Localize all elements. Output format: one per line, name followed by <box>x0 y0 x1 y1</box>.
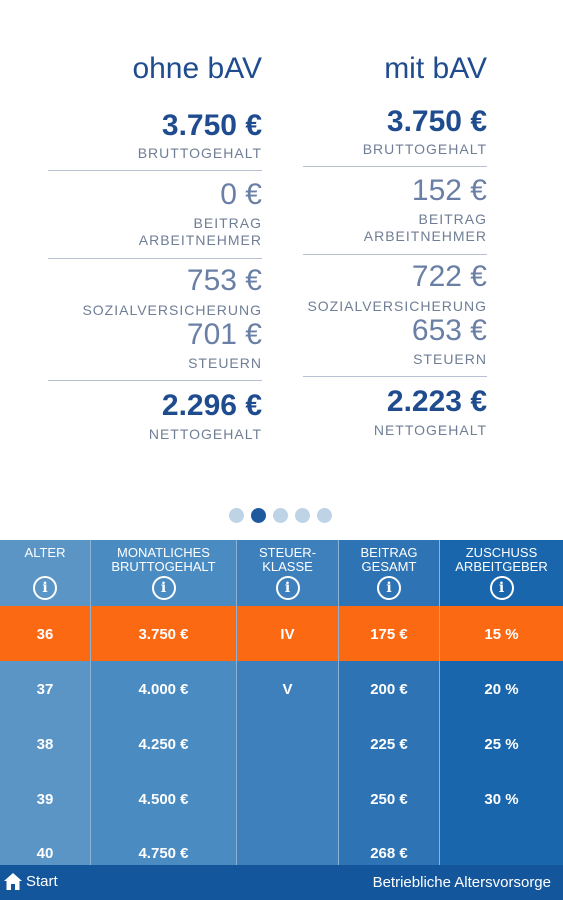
column-divider <box>90 540 91 865</box>
salary-cell[interactable]: 4.250 € <box>138 736 189 753</box>
social-insurance-label: SOZIALVERSICHERUNG <box>82 302 262 318</box>
page-dot-1[interactable] <box>229 508 244 523</box>
header-gross-salary: MONATLICHES BRUTTOGEHALT i <box>91 540 236 606</box>
header-label: STEUER- KLASSE <box>258 545 317 574</box>
contribution-cell[interactable]: 175 € <box>370 626 408 643</box>
gross-salary-label: BRUTTOGEHALT <box>137 145 262 161</box>
employee-contribution-label-1: BEITRAG <box>418 211 487 227</box>
header-label: ZUSCHUSS ARBEITGEBER <box>455 545 548 574</box>
tax-class-cell[interactable]: IV <box>280 626 295 643</box>
employee-contribution-label-2: ARBEITNEHMER <box>363 228 487 244</box>
subsidy-cell[interactable]: 30 % <box>484 791 519 808</box>
page-dot-3[interactable] <box>273 508 288 523</box>
divider <box>303 166 487 167</box>
bottom-bar: Start Betriebliche Altersvorsorge <box>0 865 563 900</box>
social-insurance-value: 753 € <box>186 264 262 297</box>
column-divider <box>439 540 440 865</box>
selection-table: ALTER i MONATLICHES BRUTTOGEHALT i STEUE… <box>0 540 563 865</box>
salary-cell[interactable]: 4.500 € <box>138 791 189 808</box>
column-divider <box>338 540 339 865</box>
divider <box>303 376 487 377</box>
net-salary-label: NETTOGEHALT <box>373 422 487 438</box>
divider <box>48 170 262 171</box>
comparison-carousel[interactable]: ohne bAV 3.750 € BRUTTOGEHALT 0 € BEITRA… <box>0 0 563 535</box>
page-indicator <box>229 508 332 524</box>
social-insurance-value: 722 € <box>411 260 487 293</box>
employee-contribution-value: 152 € <box>411 174 487 207</box>
social-insurance-label: SOZIALVERSICHERUNG <box>307 298 487 314</box>
employee-contribution-label-2: ARBEITNEHMER <box>138 232 262 248</box>
header-tax-class: STEUER- KLASSE i <box>237 540 338 606</box>
column-total-contribution[interactable]: BEITRAG GESAMT i <box>339 540 439 865</box>
info-icon[interactable]: i <box>275 576 300 600</box>
info-icon[interactable]: i <box>151 576 176 600</box>
subsidy-cell[interactable]: 15 % <box>484 626 519 643</box>
header-label: MONATLICHES BRUTTOGEHALT <box>111 545 216 574</box>
start-button[interactable]: Start <box>4 873 58 890</box>
info-icon[interactable]: i <box>33 576 57 600</box>
taxes-value: 653 € <box>411 314 487 347</box>
page-dot-2[interactable] <box>251 508 266 523</box>
subsidy-cell[interactable]: 20 % <box>484 681 519 698</box>
contribution-cell[interactable]: 225 € <box>370 736 408 753</box>
age-cell[interactable]: 40 <box>36 845 54 862</box>
header-total-contribution: BEITRAG GESAMT i <box>339 540 439 606</box>
employee-contribution-value: 0 € <box>220 178 262 211</box>
header-age: ALTER i <box>0 540 90 606</box>
header-employer-subsidy: ZUSCHUSS ARBEITGEBER i <box>440 540 563 606</box>
column-title: mit bAV <box>384 52 487 85</box>
taxes-value: 701 € <box>186 318 262 351</box>
page-dot-5[interactable] <box>317 508 332 523</box>
divider <box>48 380 262 381</box>
start-label: Start <box>26 873 58 890</box>
gross-salary-value: 3.750 € <box>386 105 487 138</box>
home-icon <box>4 873 22 890</box>
column-title: ohne bAV <box>132 52 262 85</box>
contribution-cell[interactable]: 200 € <box>370 681 408 698</box>
net-salary-value: 2.296 € <box>161 389 262 422</box>
age-cell[interactable]: 36 <box>36 626 54 643</box>
salary-cell[interactable]: 4.750 € <box>138 845 189 862</box>
app-title: Betriebliche Altersvorsorge <box>372 874 551 891</box>
age-cell[interactable]: 38 <box>36 736 54 753</box>
gross-salary-label: BRUTTOGEHALT <box>362 141 487 157</box>
column-employer-subsidy[interactable]: ZUSCHUSS ARBEITGEBER i <box>440 540 563 865</box>
column-divider <box>236 540 237 865</box>
selected-row-highlight <box>0 606 563 661</box>
employee-contribution-label-1: BEITRAG <box>193 215 262 231</box>
net-salary-label: NETTOGEHALT <box>148 426 262 442</box>
page-dot-4[interactable] <box>295 508 310 523</box>
header-label: BEITRAG GESAMT <box>360 545 418 574</box>
age-cell[interactable]: 37 <box>36 681 54 698</box>
contribution-cell[interactable]: 268 € <box>370 845 408 862</box>
salary-cell[interactable]: 3.750 € <box>138 626 189 643</box>
header-label: ALTER <box>24 545 66 560</box>
taxes-label: STEUERN <box>188 355 262 371</box>
contribution-cell[interactable]: 250 € <box>370 791 408 808</box>
column-gross-salary[interactable]: MONATLICHES BRUTTOGEHALT i <box>91 540 236 865</box>
tax-class-cell[interactable]: V <box>282 681 293 698</box>
divider <box>48 258 262 259</box>
taxes-label: STEUERN <box>413 351 487 367</box>
age-cell[interactable]: 39 <box>36 791 54 808</box>
net-salary-value: 2.223 € <box>386 385 487 418</box>
salary-cell[interactable]: 4.000 € <box>138 681 189 698</box>
subsidy-cell[interactable]: 25 % <box>484 736 519 753</box>
gross-salary-value: 3.750 € <box>161 109 262 142</box>
info-icon[interactable]: i <box>489 576 514 600</box>
column-tax-class[interactable]: STEUER- KLASSE i <box>237 540 338 865</box>
divider <box>303 254 487 255</box>
column-age[interactable]: ALTER i <box>0 540 90 865</box>
info-icon[interactable]: i <box>377 576 401 600</box>
